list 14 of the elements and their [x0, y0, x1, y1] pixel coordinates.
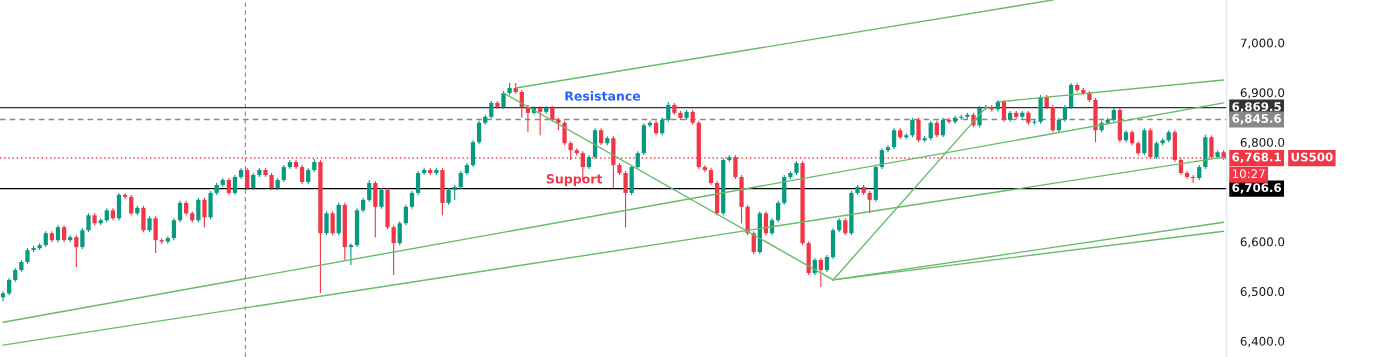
ref-line-label: 6,706.6 — [1232, 183, 1282, 194]
ref-line-label: 6,768.1 — [1232, 152, 1281, 163]
y-tick-label: 7,000.0 — [1240, 38, 1285, 49]
ref-line-label: 6,845.6 — [1232, 114, 1282, 125]
y-tick-label: 6,900.0 — [1240, 88, 1285, 99]
y-tick-label: 6,500.0 — [1240, 287, 1285, 298]
annotation: Resistance — [565, 91, 641, 101]
y-tick-label: 6,400.0 — [1240, 336, 1285, 347]
y-tick-label: 6,800.0 — [1240, 137, 1285, 149]
text: US500 — [1291, 152, 1333, 162]
y-tick-label: 6,600.0 — [1240, 237, 1285, 248]
ref-line-label: 6,869.5 — [1232, 102, 1281, 113]
text: 10:27 — [1232, 169, 1265, 179]
annotation: Support — [546, 174, 603, 186]
